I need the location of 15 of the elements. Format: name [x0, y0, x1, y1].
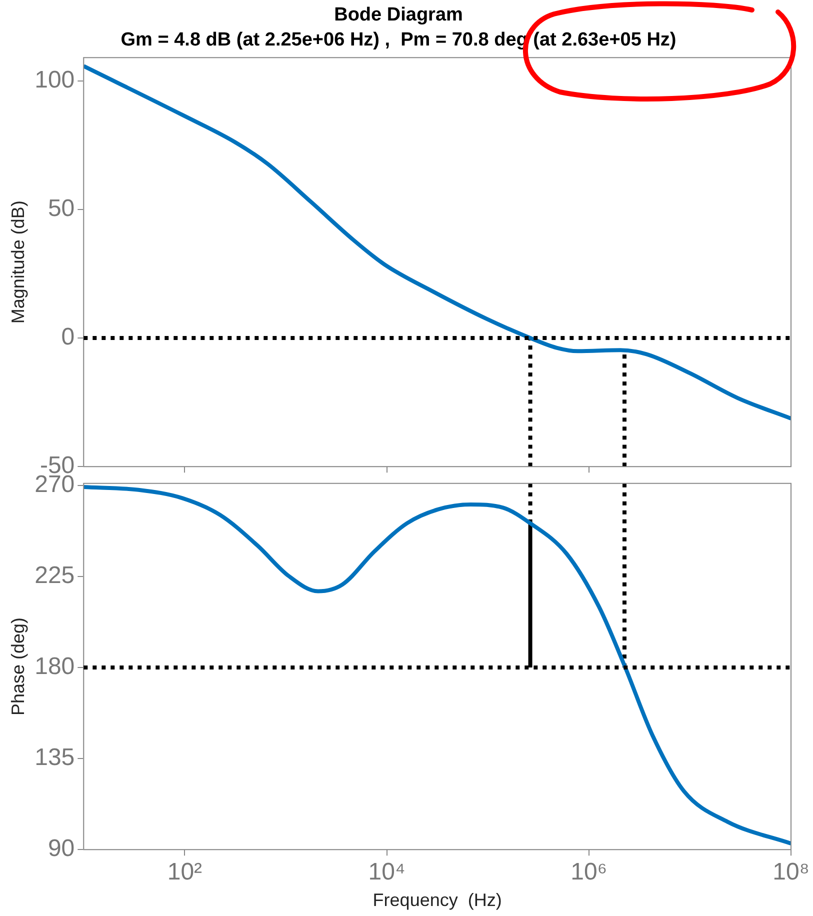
y-tick-label: 100	[34, 66, 75, 94]
y-axis-title: Phase (deg)	[8, 617, 28, 716]
y-axis-title: Magnitude (dB)	[8, 200, 28, 324]
y-tick-label: 225	[34, 562, 75, 590]
x-tick-label: 10⁶	[570, 858, 608, 886]
chart-title: Bode Diagram	[334, 4, 463, 26]
y-tick-label: 90	[48, 835, 75, 862]
y-tick-label: 50	[48, 194, 75, 222]
x-tick-label: 10⁴	[368, 858, 406, 886]
x-tick-label: 10⁸	[772, 858, 810, 886]
y-tick-label: 135	[34, 744, 75, 772]
x-tick-label: 10²	[167, 858, 202, 886]
y-tick-label: 180	[34, 653, 75, 680]
x-axis-title: Frequency (Hz)	[372, 890, 502, 910]
y-tick-label: 0	[61, 324, 75, 351]
